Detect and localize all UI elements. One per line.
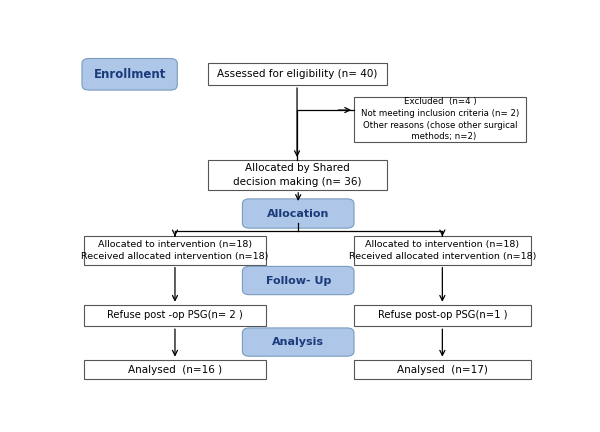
Text: Allocated to intervention (n=18)
Received allocated intervention (n=18): Allocated to intervention (n=18) Receive… <box>349 240 536 261</box>
FancyBboxPatch shape <box>84 236 266 265</box>
FancyBboxPatch shape <box>242 199 354 228</box>
FancyBboxPatch shape <box>84 305 266 326</box>
Text: Allocated by Shared
decision making (n= 36): Allocated by Shared decision making (n= … <box>233 163 361 187</box>
Text: Analysed  (n=17): Analysed (n=17) <box>397 365 488 375</box>
Text: Refuse post-op PSG(n=1 ): Refuse post-op PSG(n=1 ) <box>377 311 507 321</box>
Text: Allocation: Allocation <box>267 209 329 219</box>
Text: Analysed  (n=16 ): Analysed (n=16 ) <box>128 365 222 375</box>
Text: Allocated to intervention (n=18)
Received allocated intervention (n=18): Allocated to intervention (n=18) Receive… <box>81 240 269 261</box>
Text: Excluded  (n=4 )
Not meeting inclusion criteria (n= 2)
Other reasons (chose othe: Excluded (n=4 ) Not meeting inclusion cr… <box>361 97 519 141</box>
FancyBboxPatch shape <box>354 236 531 265</box>
FancyBboxPatch shape <box>354 359 531 379</box>
FancyBboxPatch shape <box>82 58 178 90</box>
FancyBboxPatch shape <box>242 267 354 295</box>
FancyBboxPatch shape <box>84 359 266 379</box>
FancyBboxPatch shape <box>242 328 354 356</box>
Text: Assessed for eligibility (n= 40): Assessed for eligibility (n= 40) <box>217 69 377 79</box>
FancyBboxPatch shape <box>208 160 386 190</box>
FancyBboxPatch shape <box>354 97 526 142</box>
Text: Refuse post -op PSG(n= 2 ): Refuse post -op PSG(n= 2 ) <box>107 311 243 321</box>
Text: Follow- Up: Follow- Up <box>266 276 331 286</box>
Text: Enrollment: Enrollment <box>94 68 166 81</box>
Text: Analysis: Analysis <box>272 337 324 347</box>
FancyBboxPatch shape <box>208 64 386 85</box>
FancyBboxPatch shape <box>354 305 531 326</box>
